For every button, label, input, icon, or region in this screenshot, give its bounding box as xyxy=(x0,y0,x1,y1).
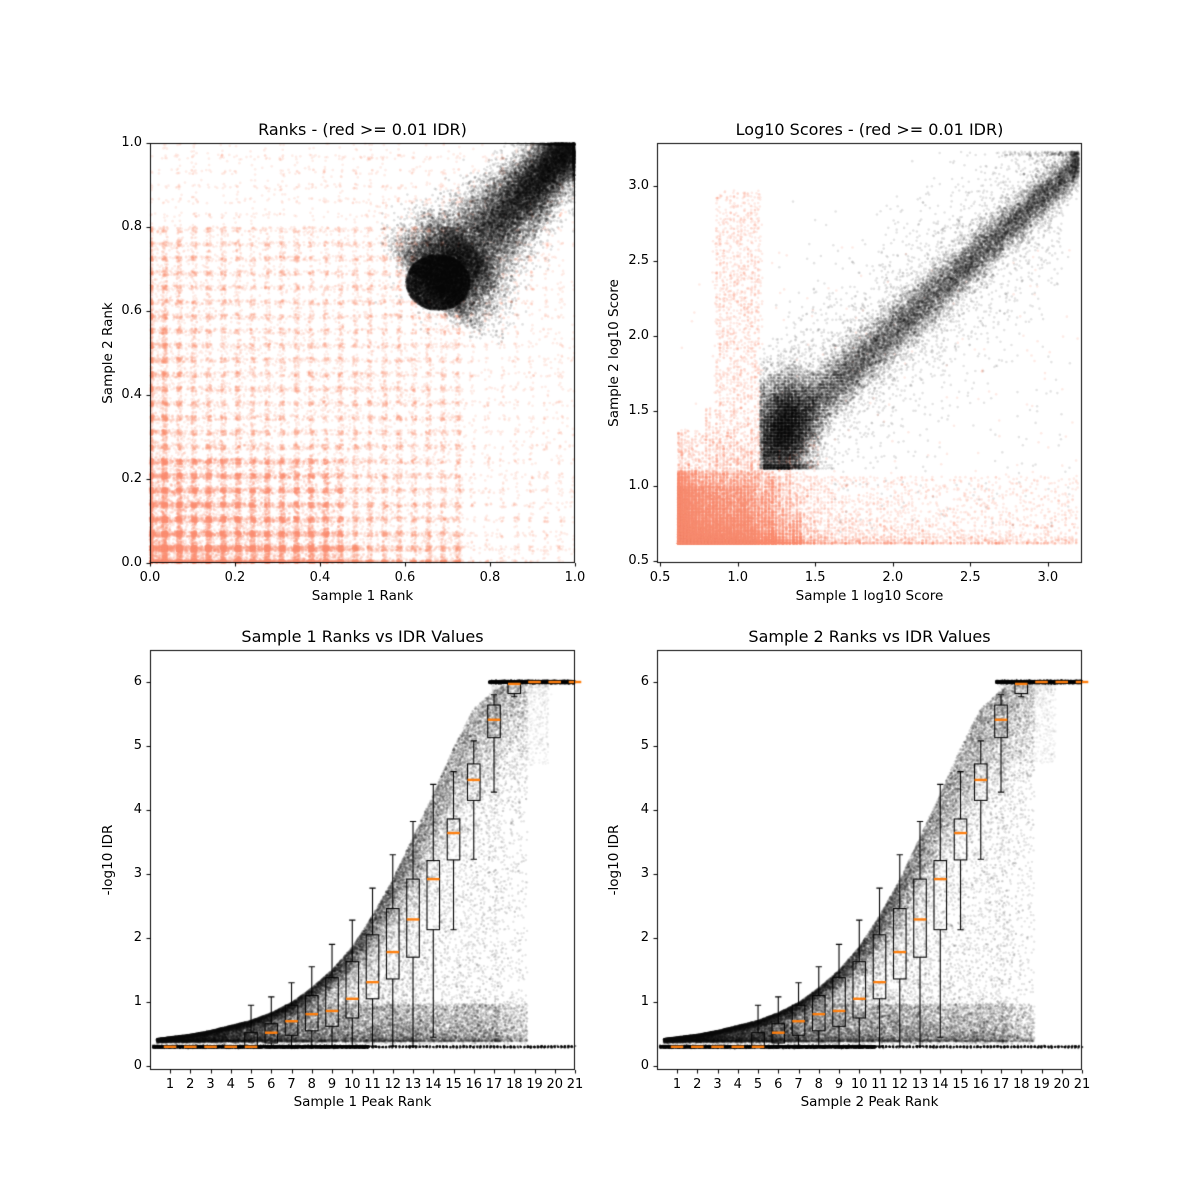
subplot-title-ranks: Ranks - (red >= 0.01 IDR) xyxy=(258,120,467,139)
x-tick-label: 14 xyxy=(424,1077,442,1092)
y-tick-label: 0.8 xyxy=(121,219,142,234)
y-tick-label: 2.0 xyxy=(628,328,649,344)
subplot-title-log10-scores: Log10 Scores - (red >= 0.01 IDR) xyxy=(735,120,1004,139)
x-axis-label-sample1-log10-score: Sample 1 log10 Score xyxy=(795,588,944,604)
x-tick-label: 3 xyxy=(713,1077,722,1092)
x-tick-label: 18 xyxy=(505,1077,523,1092)
x-tick-label: 19 xyxy=(1033,1077,1050,1092)
x-tick-label: 21 xyxy=(566,1077,584,1092)
y-tick-label: 0 xyxy=(133,1058,142,1073)
x-axis-label-sample1-rank: Sample 1 Rank xyxy=(311,588,414,604)
y-axis-label-neg-log10-idr-right: -log10 IDR xyxy=(606,824,622,896)
y-tick-label: 4 xyxy=(133,802,142,817)
x-axis-label-sample2-peak-rank: Sample 2 Peak Rank xyxy=(800,1094,939,1110)
x-tick-label: 3.0 xyxy=(1037,570,1059,585)
x-tick-label: 20 xyxy=(1053,1077,1071,1092)
x-tick-label: 10 xyxy=(850,1077,868,1092)
y-tick-label: 4 xyxy=(640,802,649,817)
x-tick-label: 7 xyxy=(794,1077,803,1092)
y-tick-label: 6 xyxy=(640,674,649,689)
y-axis-label-neg-log10-idr-left: -log10 IDR xyxy=(100,824,116,896)
x-tick-label: 3 xyxy=(206,1077,215,1092)
x-tick-label: 16 xyxy=(465,1077,483,1092)
x-tick-label: 15 xyxy=(445,1077,462,1092)
x-tick-label: 2.0 xyxy=(882,570,904,585)
x-tick-label: 21 xyxy=(1073,1077,1091,1092)
x-tick-label: 20 xyxy=(546,1077,564,1092)
x-tick-label: 2.5 xyxy=(959,570,981,585)
x-tick-label: 13 xyxy=(911,1077,929,1092)
x-tick-label: 2 xyxy=(693,1077,702,1092)
y-tick-label: 3 xyxy=(133,866,142,881)
x-tick-label: 7 xyxy=(287,1077,296,1092)
x-tick-label: 0.6 xyxy=(394,570,416,585)
x-tick-label: 2 xyxy=(186,1077,195,1092)
x-tick-label: 0.4 xyxy=(309,570,331,585)
x-tick-label: 4 xyxy=(733,1077,742,1092)
y-tick-label: 6 xyxy=(133,674,142,689)
x-tick-label: 9 xyxy=(834,1077,844,1092)
y-tick-label: 0.5 xyxy=(628,553,649,569)
x-tick-label: 0.8 xyxy=(479,570,501,585)
y-tick-label: 1.0 xyxy=(121,135,142,150)
x-tick-label: 1.0 xyxy=(727,570,748,585)
x-axis-label-sample1-peak-rank: Sample 1 Peak Rank xyxy=(293,1094,432,1110)
y-tick-label: 1.5 xyxy=(628,403,649,419)
subplot-title-sample2-idr: Sample 2 Ranks vs IDR Values xyxy=(748,627,991,646)
x-tick-label: 14 xyxy=(931,1077,949,1092)
x-tick-label: 1 xyxy=(165,1077,175,1092)
y-tick-label: 5 xyxy=(640,738,649,753)
x-tick-label: 17 xyxy=(485,1077,503,1092)
y-tick-label: 3 xyxy=(640,866,649,881)
y-tick-label: 3.0 xyxy=(628,178,649,194)
x-tick-label: 19 xyxy=(526,1077,543,1092)
y-tick-label: 0.6 xyxy=(121,303,142,318)
y-tick-label: 2.5 xyxy=(628,253,649,269)
y-tick-label: 5 xyxy=(133,738,142,753)
x-tick-label: 13 xyxy=(404,1077,422,1092)
x-tick-label: 17 xyxy=(992,1077,1010,1092)
y-tick-label: 0 xyxy=(640,1058,649,1073)
x-tick-label: 8 xyxy=(814,1077,823,1092)
y-tick-label: 1.0 xyxy=(628,478,649,494)
x-tick-label: 12 xyxy=(384,1077,402,1092)
x-tick-label: 15 xyxy=(952,1077,969,1092)
x-tick-label: 9 xyxy=(327,1077,337,1092)
x-tick-label: 0.2 xyxy=(224,570,246,585)
y-tick-label: 0.2 xyxy=(121,471,142,486)
x-tick-label: 1 xyxy=(672,1077,682,1092)
y-tick-label: 0.4 xyxy=(121,387,142,402)
subplot-title-sample1-idr: Sample 1 Ranks vs IDR Values xyxy=(241,627,484,646)
x-tick-label: 12 xyxy=(891,1077,909,1092)
x-tick-label: 6 xyxy=(267,1077,276,1092)
y-tick-label: 1 xyxy=(640,994,649,1009)
x-tick-label: 6 xyxy=(774,1077,783,1092)
x-tick-label: 5 xyxy=(246,1077,256,1092)
x-tick-label: 16 xyxy=(972,1077,990,1092)
x-tick-label: 1.0 xyxy=(564,570,586,585)
x-tick-label: 11 xyxy=(871,1077,888,1092)
x-tick-label: 10 xyxy=(343,1077,361,1092)
x-tick-label: 4 xyxy=(226,1077,235,1092)
x-tick-label: 8 xyxy=(307,1077,316,1092)
y-tick-label: 2 xyxy=(640,930,649,945)
x-tick-label: 0.0 xyxy=(139,570,161,585)
x-tick-label: 1.5 xyxy=(804,570,826,585)
y-tick-label: 1 xyxy=(133,994,142,1009)
y-tick-label: 0.0 xyxy=(121,555,142,570)
x-tick-label: 18 xyxy=(1012,1077,1030,1092)
y-tick-label: 2 xyxy=(133,930,142,945)
x-tick-label: 11 xyxy=(364,1077,381,1092)
x-tick-label: 5 xyxy=(753,1077,763,1092)
x-tick-label: 0.5 xyxy=(649,570,671,585)
